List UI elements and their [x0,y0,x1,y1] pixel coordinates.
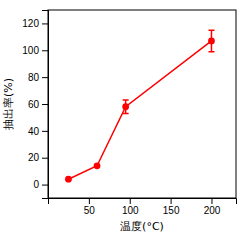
tick: 60 [28,99,48,110]
line [68,41,211,179]
tick: 120 [22,18,48,29]
tick-mark [42,185,48,186]
y-axis: 0 20 40 60 80 100 120 [22,11,48,199]
point [94,162,101,169]
point [65,176,72,183]
tick-mark [42,23,48,24]
error-bar [123,100,129,113]
tick: 0 [33,179,48,190]
plot: 50 100 150 200 0 20 40 60 80 100 120 温度(°C) 抽出率(%) [2,10,237,233]
tick: 80 [28,72,48,83]
error-bar [208,30,214,51]
tick-mark [171,198,172,204]
tick: 150 [163,198,180,216]
tick-label: 60 [28,99,40,110]
tick-mark [89,198,90,204]
tick-label: 200 [204,205,221,216]
point [122,103,129,110]
marks [65,30,215,182]
tick: 200 [204,198,221,216]
tick-label: 0 [33,179,39,190]
tick: 20 [28,152,48,163]
point [208,38,215,45]
tick-mark [211,198,212,204]
tick: 40 [28,126,48,137]
tick-mark [130,198,131,204]
axis-line [42,11,49,199]
chart-container: 50 100 150 200 0 20 40 60 80 100 120 温度(°C) 抽出率(%) [0,0,250,238]
tick-label: 50 [84,205,96,216]
x-axis-title: 温度(°C) [120,220,164,233]
y-axis-title: 抽出率(%) [2,78,15,130]
x-axis: 50 100 150 200 [49,198,237,216]
chart-svg: 50 100 150 200 0 20 40 60 80 100 120 温度(°C) 抽出率(%) [0,0,250,238]
tick-label: 150 [163,205,180,216]
tick-mark [42,131,48,132]
tick: 50 [84,198,96,216]
tick: 100 [22,45,48,56]
tick-label: 100 [122,205,139,216]
tick-mark [42,77,48,78]
tick-label: 120 [22,18,39,29]
tick-label: 40 [28,126,40,137]
plot-frame [48,10,236,198]
tick-label: 80 [28,72,40,83]
tick-mark [42,158,48,159]
axis-line [49,199,237,205]
tick-mark [42,104,48,105]
tick: 100 [122,198,139,216]
tick-mark [42,50,48,51]
tick-label: 100 [22,45,39,56]
tick-label: 20 [28,152,40,163]
